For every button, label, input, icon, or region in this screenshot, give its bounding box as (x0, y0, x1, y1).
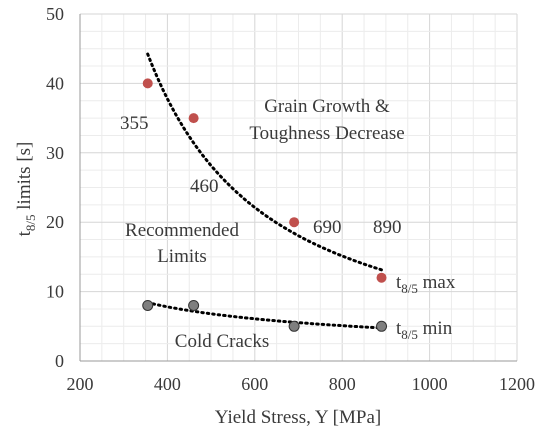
x-tick-label: 1200 (499, 374, 535, 394)
x-tick-label: 200 (67, 374, 94, 394)
data-point-min (376, 320, 388, 332)
data-point-max (289, 217, 300, 228)
series-label-min-sub: 8/5 (401, 327, 418, 342)
point-label-890: 890 (373, 217, 402, 238)
y-tick-label: 30 (46, 143, 64, 163)
point-label-460: 460 (190, 176, 219, 197)
axes (79, 14, 517, 362)
series-label-max: t8/5 max (396, 272, 456, 296)
trend-line-max (146, 52, 383, 272)
trend-lines (146, 52, 383, 330)
series-labels: t8/5 max t8/5 min (396, 272, 456, 342)
series-label-max-rest: max (418, 272, 456, 293)
x-tick-label: 600 (241, 374, 268, 394)
y-axis-title-sub: 8/5 (23, 214, 38, 231)
annotation-cold-cracks: Cold Cracks (175, 331, 269, 352)
annotation-grain-growth-line1: Grain Growth & (264, 96, 390, 117)
x-axis-title: Yield Stress, Y [MPa] (215, 407, 381, 428)
x-tick-label: 1000 (412, 374, 448, 394)
y-axis-title: t8/5 limits [s] (14, 142, 38, 237)
y-tick-label: 40 (46, 73, 64, 93)
data-point-min (288, 320, 300, 332)
data-point-max (376, 272, 387, 283)
series-label-min-main: t (396, 318, 402, 339)
data-point-max (142, 78, 153, 89)
data-points (142, 78, 388, 332)
x-tick-label: 400 (154, 374, 181, 394)
y-tick-label: 10 (46, 282, 64, 302)
y-axis-title-rest: limits [s] (14, 142, 35, 215)
series-label-max-main: t (396, 272, 402, 293)
annotation-recommended-line1: Recommended (125, 220, 239, 241)
series-label-min-rest: min (418, 318, 453, 339)
annotation-grain-growth-line2: Toughness Decrease (249, 123, 404, 144)
grid (79, 13, 518, 362)
x-tick-label: 800 (329, 374, 356, 394)
series-label-min: t8/5 min (396, 318, 453, 342)
y-tick-label: 50 (46, 4, 64, 24)
point-label-355: 355 (120, 113, 149, 134)
annotations: Grain Growth & Toughness Decrease Recomm… (125, 96, 405, 352)
y-tick-label: 20 (46, 212, 64, 232)
data-point-max (188, 113, 199, 124)
y-axis-title-main: t (14, 230, 35, 236)
tick-labels: 200 400 600 800 1000 1200 0 10 20 30 40 50 (46, 4, 535, 394)
trend-line-min (146, 301, 383, 330)
point-label-690: 690 (313, 217, 342, 238)
y-tick-label: 0 (55, 351, 64, 371)
annotation-recommended-line2: Limits (157, 246, 207, 267)
point-labels: 355 460 690 890 (120, 113, 402, 238)
data-point-min (188, 299, 200, 311)
data-point-min (142, 299, 154, 311)
series-label-max-sub: 8/5 (401, 281, 418, 296)
